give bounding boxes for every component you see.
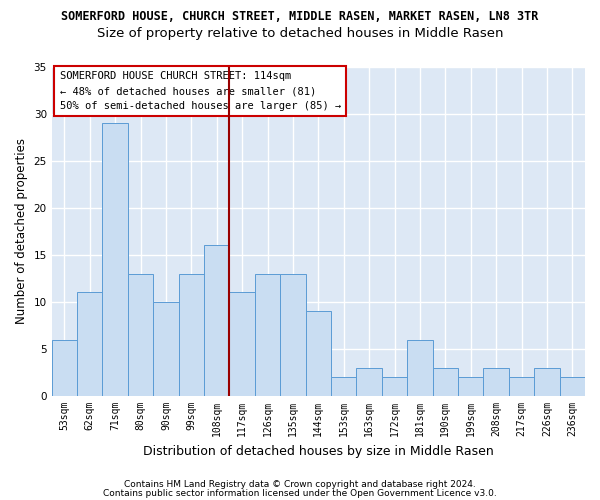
Bar — [52, 340, 77, 396]
Bar — [560, 377, 585, 396]
Bar — [484, 368, 509, 396]
Bar — [433, 368, 458, 396]
Bar — [255, 274, 280, 396]
Bar — [382, 377, 407, 396]
Bar — [356, 368, 382, 396]
Bar — [509, 377, 534, 396]
Text: SOMERFORD HOUSE CHURCH STREET: 114sqm
← 48% of detached houses are smaller (81)
: SOMERFORD HOUSE CHURCH STREET: 114sqm ← … — [59, 72, 341, 111]
Text: SOMERFORD HOUSE, CHURCH STREET, MIDDLE RASEN, MARKET RASEN, LN8 3TR: SOMERFORD HOUSE, CHURCH STREET, MIDDLE R… — [61, 10, 539, 23]
Text: Contains HM Land Registry data © Crown copyright and database right 2024.: Contains HM Land Registry data © Crown c… — [124, 480, 476, 489]
Y-axis label: Number of detached properties: Number of detached properties — [15, 138, 28, 324]
Bar — [179, 274, 204, 396]
Text: Size of property relative to detached houses in Middle Rasen: Size of property relative to detached ho… — [97, 28, 503, 40]
Bar — [204, 246, 229, 396]
Bar — [229, 292, 255, 396]
Bar — [331, 377, 356, 396]
X-axis label: Distribution of detached houses by size in Middle Rasen: Distribution of detached houses by size … — [143, 444, 494, 458]
Bar — [77, 292, 103, 396]
Bar — [534, 368, 560, 396]
Bar — [103, 123, 128, 396]
Text: Contains public sector information licensed under the Open Government Licence v3: Contains public sector information licen… — [103, 489, 497, 498]
Bar — [305, 312, 331, 396]
Bar — [128, 274, 153, 396]
Bar — [153, 302, 179, 396]
Bar — [407, 340, 433, 396]
Bar — [458, 377, 484, 396]
Bar — [280, 274, 305, 396]
